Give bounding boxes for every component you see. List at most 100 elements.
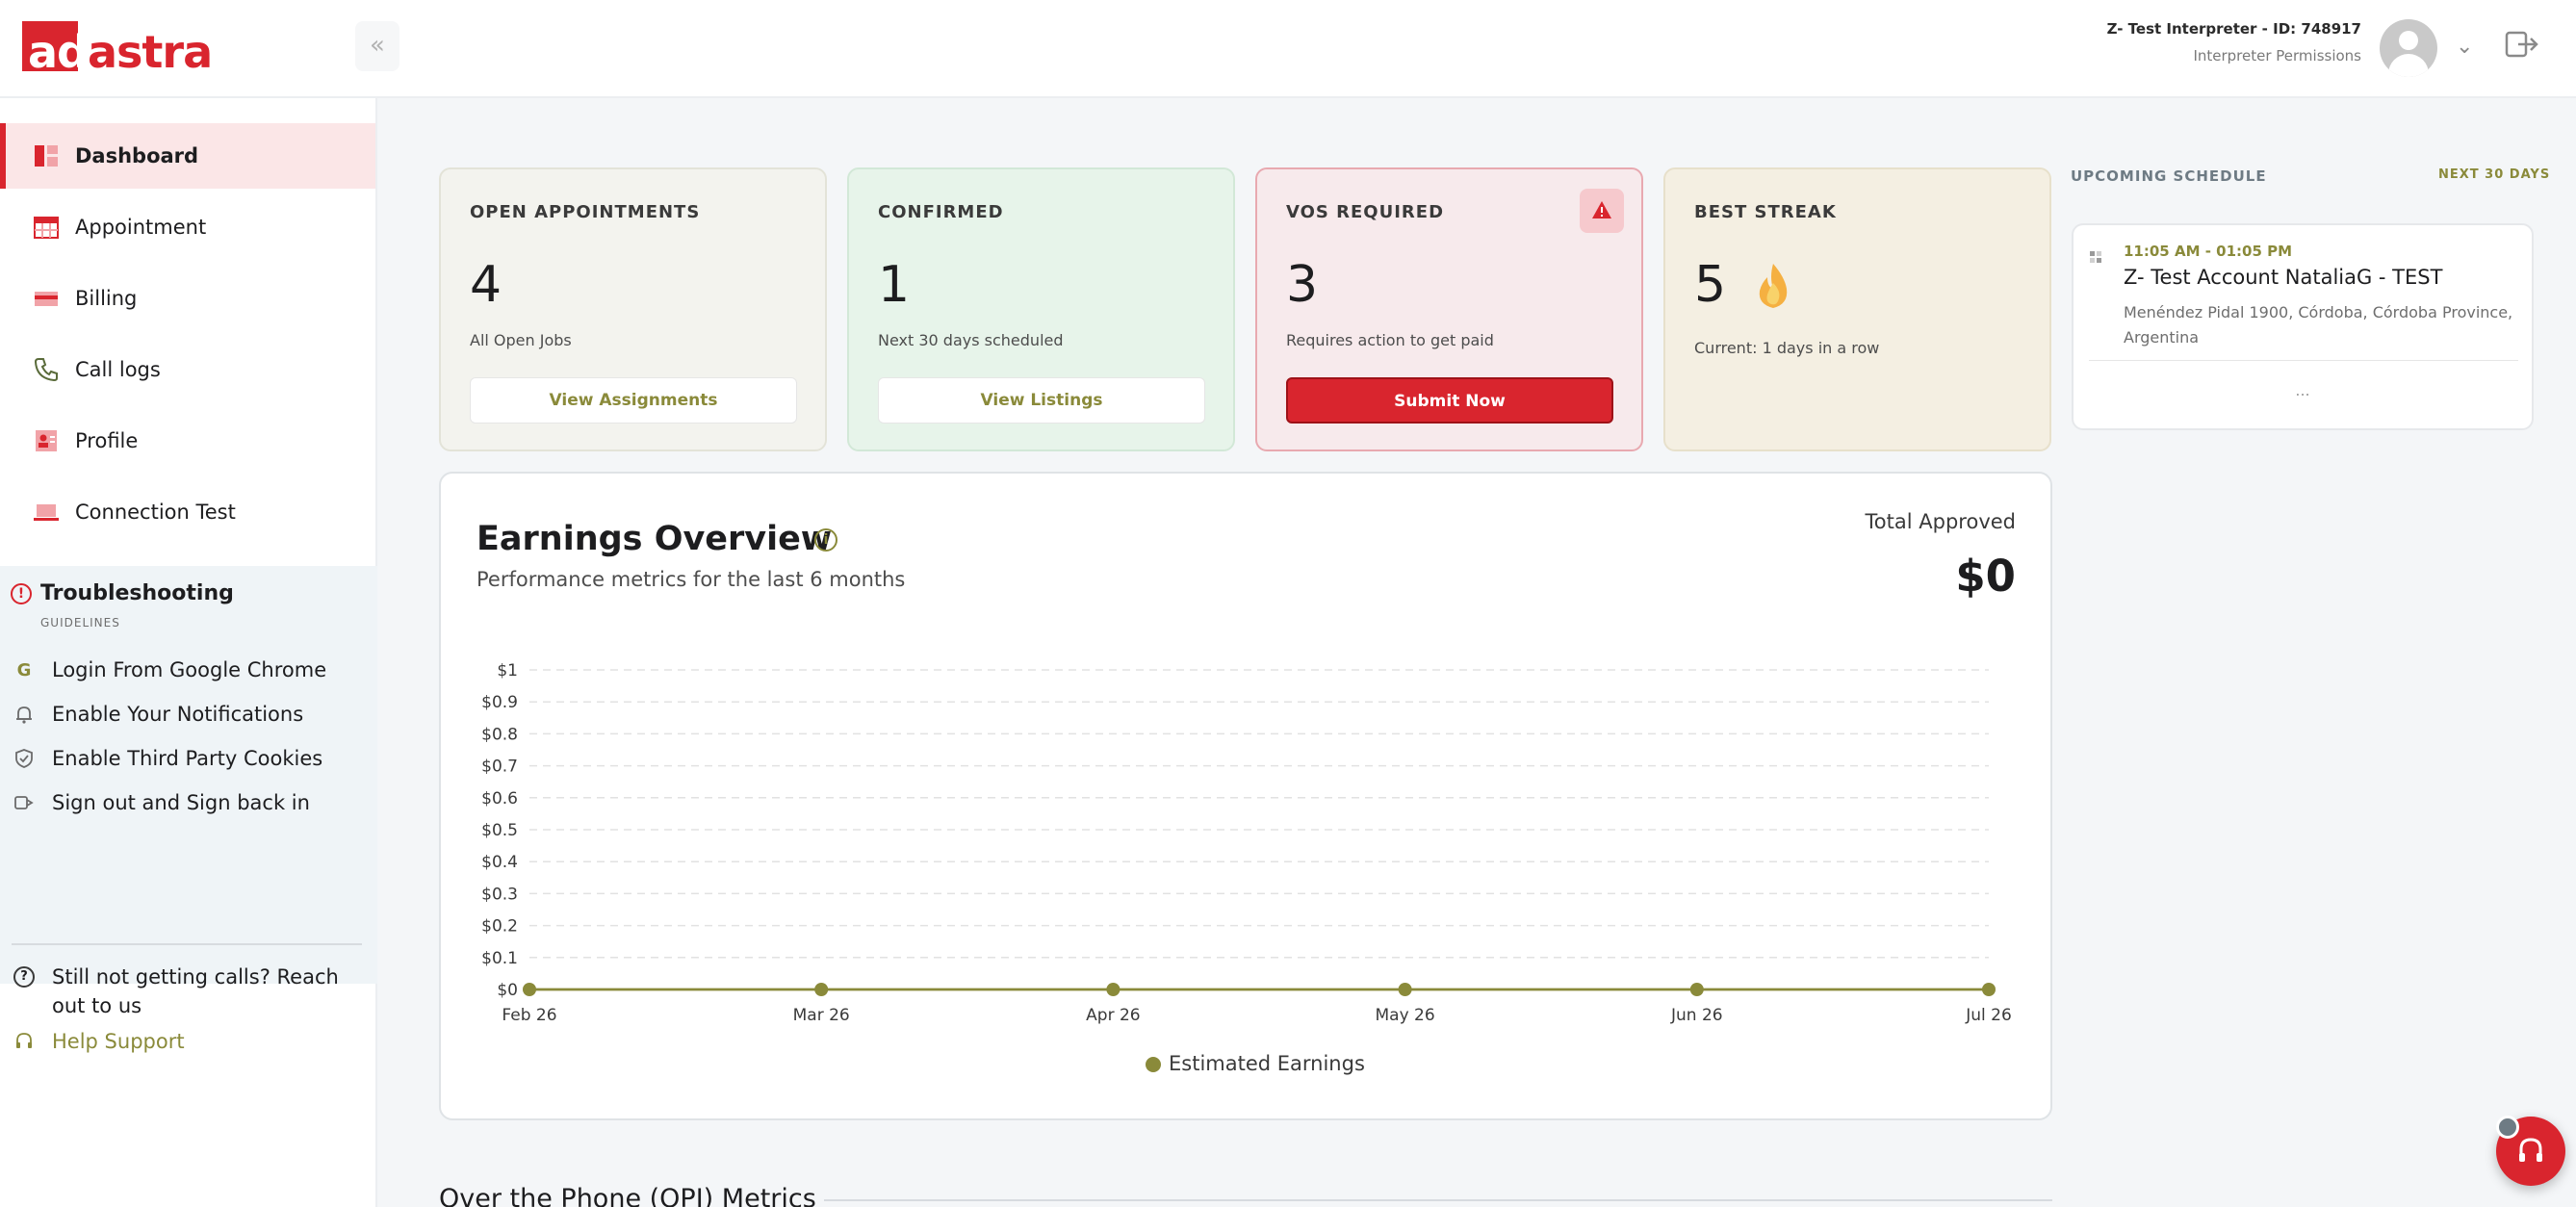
view-listings-button[interactable]: View Listings bbox=[878, 377, 1205, 424]
data-point bbox=[523, 983, 536, 996]
x-tick-label: Jun 26 bbox=[1670, 1006, 1723, 1025]
card-vos-required: VOS REQUIRED 3 Requires action to get pa… bbox=[1255, 167, 1643, 451]
logo-text: adastra bbox=[28, 26, 213, 78]
sidebar-item-label: Profile bbox=[75, 429, 139, 452]
guide-label: Sign out and Sign back in bbox=[52, 791, 310, 814]
y-tick-label: $0 bbox=[497, 981, 518, 1000]
divider bbox=[824, 1199, 2052, 1201]
card-best-streak: BEST STREAK 5 Current: 1 days in a row bbox=[1663, 167, 2051, 451]
y-tick-label: $0.8 bbox=[481, 725, 518, 744]
sidebar: Dashboard Appointment Billing Call logs … bbox=[0, 98, 377, 1207]
still-not-getting-calls: ? Still not getting calls? Reach out to … bbox=[13, 963, 360, 1020]
earnings-title: Earnings Overview bbox=[477, 520, 833, 558]
schedule-address: Menéndez Pidal 1900, Córdoba, Córdoba Pr… bbox=[2124, 303, 2513, 347]
adastra-logo[interactable]: adastra bbox=[22, 21, 213, 77]
card-value: 1 bbox=[878, 256, 911, 314]
schedule-card[interactable]: 11:05 AM - 01:05 PM Z- Test Account Nata… bbox=[2072, 223, 2534, 430]
earnings-chart: $0 $0.1 $0.2 $0.3 $0.4 $0.5 $0.6 $0.7 $0.8 $0.9 $1… bbox=[481, 661, 2012, 1075]
user-name: Z- Test Interpreter - ID: 748917 bbox=[2106, 20, 2361, 38]
upcoming-schedule-label: UPCOMING SCHEDULE bbox=[2071, 167, 2267, 185]
opi-section-title: Over the Phone (OPI) Metrics bbox=[439, 1184, 816, 1207]
troubleshooting-subtitle: GUIDELINES bbox=[40, 616, 120, 629]
logo-text-astra: astra bbox=[87, 26, 213, 78]
divider bbox=[12, 943, 362, 945]
sidebar-item-profile[interactable]: Profile bbox=[0, 408, 375, 474]
schedule-time: 11:05 AM - 01:05 PM bbox=[2124, 243, 2293, 260]
avatar-body bbox=[2388, 54, 2429, 77]
sidebar-item-appointment[interactable]: Appointment bbox=[0, 194, 375, 260]
headset-icon bbox=[2519, 1138, 2542, 1162]
guide-label: Enable Third Party Cookies bbox=[52, 747, 323, 770]
avatar-head bbox=[2399, 31, 2418, 50]
data-point bbox=[1106, 983, 1121, 996]
avatar[interactable] bbox=[2380, 19, 2437, 77]
submit-now-button[interactable]: Submit Now bbox=[1286, 377, 1613, 424]
bell-icon bbox=[16, 706, 32, 724]
sidebar-item-label: Billing bbox=[75, 287, 138, 310]
warning-triangle-icon bbox=[1592, 201, 1611, 218]
guide-third-party-cookies[interactable]: Enable Third Party Cookies bbox=[13, 741, 370, 776]
logout-icon[interactable] bbox=[2505, 29, 2539, 60]
card-confirmed: CONFIRMED 1 Next 30 days scheduled View … bbox=[847, 167, 1235, 451]
y-tick-label: $0.9 bbox=[481, 693, 518, 712]
top-bar: adastra « Z- Test Interpreter - ID: 7489… bbox=[0, 0, 2576, 98]
dashboard-icon bbox=[35, 145, 58, 167]
phone-icon bbox=[34, 358, 58, 382]
guide-enable-notifications[interactable]: Enable Your Notifications bbox=[13, 697, 370, 732]
schedule-title: Z- Test Account NataliaG - TEST bbox=[2124, 266, 2443, 289]
help-support-link[interactable]: Help Support bbox=[13, 1024, 370, 1059]
guide-login-chrome[interactable]: G Login From Google Chrome bbox=[13, 653, 370, 687]
schedule-more[interactable]: ... bbox=[2295, 381, 2310, 399]
user-role: Interpreter Permissions bbox=[2193, 47, 2361, 64]
card-label: OPEN APPOINTMENTS bbox=[470, 202, 701, 222]
x-tick-label: Feb 26 bbox=[502, 1006, 556, 1025]
card-value: 5 bbox=[1694, 256, 1727, 314]
help-support-label: Help Support bbox=[52, 1030, 185, 1053]
card-open-appointments: OPEN APPOINTMENTS 4 All Open Jobs View A… bbox=[439, 167, 827, 451]
sidebar-item-connection-test[interactable]: Connection Test bbox=[0, 479, 375, 545]
sidebar-item-dashboard[interactable]: Dashboard bbox=[0, 123, 375, 189]
info-icon[interactable]: i bbox=[814, 528, 837, 552]
troubleshooting-panel: ! Troubleshooting GUIDELINES G Login Fro… bbox=[0, 566, 377, 1053]
guide-label: Enable Your Notifications bbox=[52, 703, 304, 726]
card-label: CONFIRMED bbox=[878, 202, 1004, 222]
schedule-range: NEXT 30 DAYS bbox=[2438, 167, 2551, 182]
x-tick-label: Mar 26 bbox=[793, 1006, 850, 1025]
card-subtitle: Current: 1 days in a row bbox=[1694, 339, 1880, 357]
y-tick-label: $0.5 bbox=[481, 821, 518, 840]
divider bbox=[2089, 360, 2518, 361]
chevron-down-icon[interactable]: ⌄ bbox=[2456, 35, 2474, 59]
logo-mark bbox=[22, 21, 78, 71]
y-tick-label: $0.7 bbox=[481, 758, 518, 777]
sidebar-item-call-logs[interactable]: Call logs bbox=[0, 337, 375, 402]
data-point bbox=[1398, 983, 1412, 996]
legend-marker bbox=[1146, 1057, 1161, 1072]
sign-out-icon bbox=[14, 796, 34, 809]
sidebar-item-billing[interactable]: Billing bbox=[0, 266, 375, 331]
flame-icon bbox=[1759, 264, 1788, 308]
grid-dots-icon bbox=[2090, 251, 2101, 263]
troubleshooting-title: Troubleshooting bbox=[40, 581, 234, 605]
card-label: BEST STREAK bbox=[1694, 202, 1837, 222]
laptop-icon bbox=[34, 504, 59, 521]
y-tick-label: $0.1 bbox=[481, 949, 518, 968]
x-tick-label: Jul 26 bbox=[1965, 1006, 2012, 1025]
billing-card-icon bbox=[35, 292, 58, 306]
guide-sign-out-in[interactable]: Sign out and Sign back in bbox=[13, 785, 370, 820]
sidebar-item-label: Appointment bbox=[75, 216, 207, 239]
total-approved-label: Total Approved bbox=[1865, 510, 2016, 533]
alert-badge bbox=[1580, 189, 1624, 233]
guide-label: Login From Google Chrome bbox=[52, 658, 327, 681]
question-circle-icon: ? bbox=[13, 966, 35, 988]
y-tick-label: $0.3 bbox=[481, 885, 518, 904]
google-icon: G bbox=[16, 659, 32, 681]
notification-dot bbox=[2496, 1116, 2519, 1139]
shield-icon bbox=[15, 749, 33, 768]
y-tick-label: $0.2 bbox=[481, 917, 518, 937]
double-chevron-left-icon: « bbox=[370, 31, 385, 60]
view-assignments-button[interactable]: View Assignments bbox=[470, 377, 797, 424]
data-point bbox=[1982, 983, 1996, 996]
collapse-sidebar-button[interactable]: « bbox=[355, 21, 399, 71]
card-subtitle: Next 30 days scheduled bbox=[878, 331, 1064, 349]
profile-card-icon bbox=[36, 430, 57, 451]
